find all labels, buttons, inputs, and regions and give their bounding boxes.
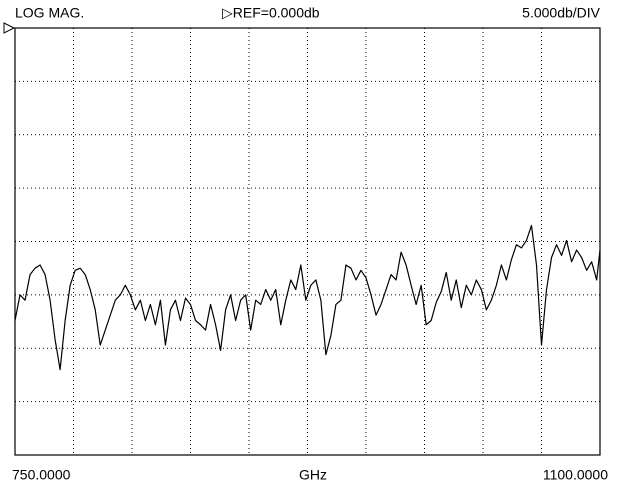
reference-label: ▷REF=0.000db	[222, 5, 320, 21]
scale-label: 5.000db/DIV	[522, 5, 600, 21]
chart-title: LOG MAG.	[15, 5, 84, 21]
x-tick-label: 750.0000	[12, 467, 71, 483]
x-axis-label: GHz	[299, 467, 327, 483]
x-tick-label: 1100.0000	[543, 467, 608, 483]
reference-marker	[3, 22, 16, 34]
plot-frame	[14, 27, 601, 456]
trace-line	[14, 224, 601, 371]
